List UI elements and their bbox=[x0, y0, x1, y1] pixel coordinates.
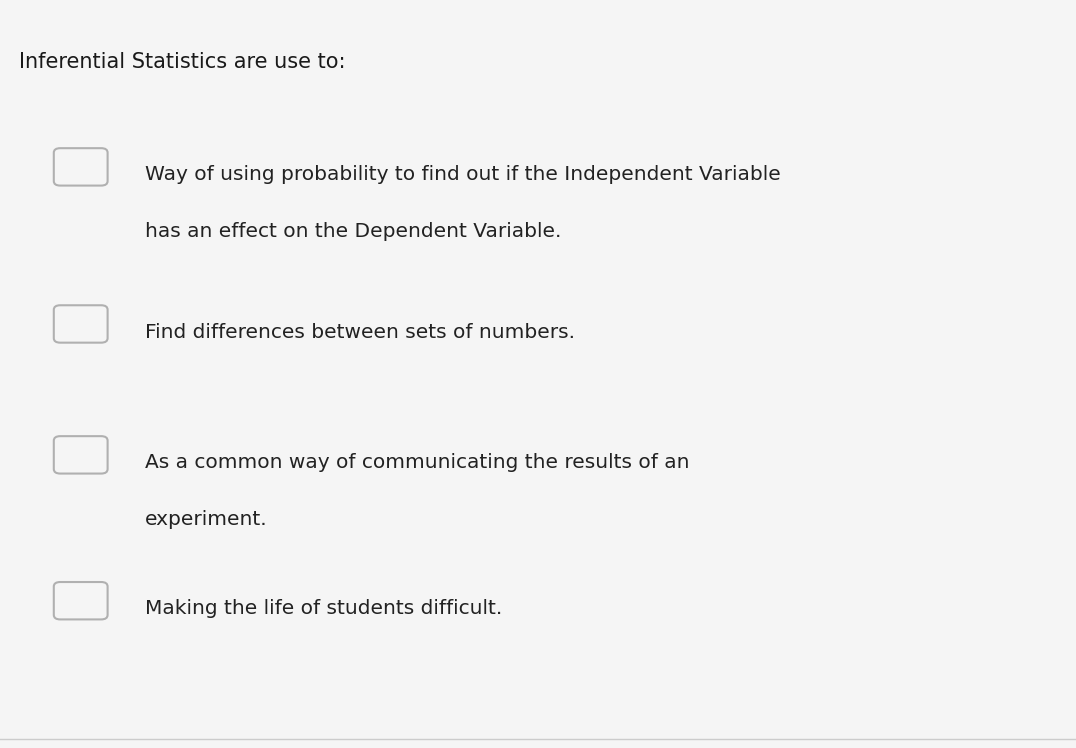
Text: Making the life of students difficult.: Making the life of students difficult. bbox=[145, 599, 502, 619]
Text: has an effect on the Dependent Variable.: has an effect on the Dependent Variable. bbox=[145, 221, 562, 241]
Text: Way of using probability to find out if the Independent Variable: Way of using probability to find out if … bbox=[145, 165, 781, 185]
Text: Inferential Statistics are use to:: Inferential Statistics are use to: bbox=[19, 52, 345, 73]
FancyBboxPatch shape bbox=[54, 305, 108, 343]
FancyBboxPatch shape bbox=[54, 148, 108, 186]
FancyBboxPatch shape bbox=[54, 436, 108, 473]
Text: Find differences between sets of numbers.: Find differences between sets of numbers… bbox=[145, 322, 576, 342]
FancyBboxPatch shape bbox=[54, 582, 108, 619]
Text: As a common way of communicating the results of an: As a common way of communicating the res… bbox=[145, 453, 690, 473]
Text: experiment.: experiment. bbox=[145, 509, 268, 529]
